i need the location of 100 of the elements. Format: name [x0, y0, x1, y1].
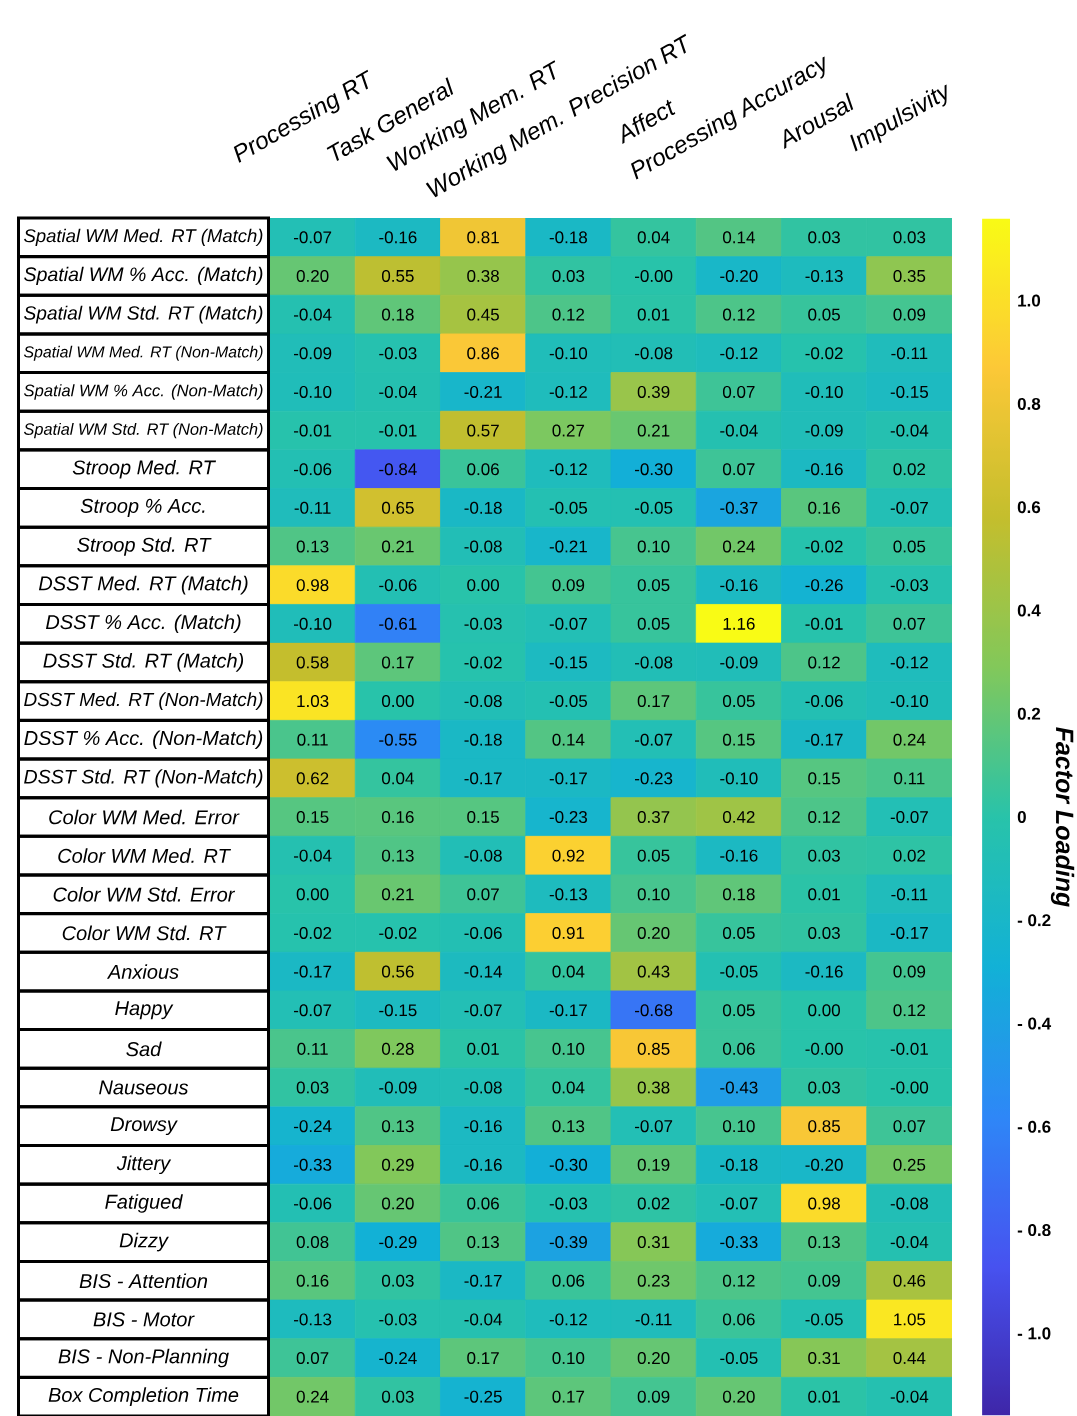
- y-tick-label: Spatial WM Std. RT (Non-Match): [23, 422, 263, 439]
- data-label: 0.57: [467, 424, 499, 437]
- data-label: 0.11: [894, 772, 925, 785]
- data-label: -0.11: [891, 347, 928, 360]
- data-label: 0.46: [893, 1274, 926, 1287]
- data-label: 0.20: [637, 926, 670, 939]
- data-label: -0.05: [720, 1352, 758, 1365]
- data-label: -0.16: [379, 231, 417, 244]
- data-label: -0.07: [634, 1120, 673, 1133]
- data-label: 0.38: [637, 1081, 670, 1094]
- data-label: -0.29: [379, 1236, 417, 1249]
- data-label: 0.03: [296, 1081, 329, 1094]
- data-label: -0.84: [379, 463, 417, 476]
- y-tick-label: Nauseous: [99, 1080, 189, 1095]
- data-label: -0.07: [890, 811, 928, 824]
- data-label: 0.28: [381, 1042, 414, 1055]
- data-label: -0.13: [805, 269, 843, 282]
- data-label: 0.42: [722, 811, 755, 824]
- data-label: 0.16: [808, 501, 840, 514]
- data-label: 0.91: [552, 926, 585, 939]
- data-label: -0.08: [634, 656, 673, 669]
- data-label: 0.20: [381, 1197, 414, 1210]
- data-label: -0.01: [294, 424, 332, 437]
- data-label: -0.10: [720, 772, 758, 785]
- data-label: 0.03: [381, 1274, 414, 1287]
- data-label: -0.04: [890, 1390, 929, 1403]
- color-bar-label: - 1.0: [1017, 1327, 1051, 1340]
- data-label: -0.17: [549, 772, 587, 785]
- data-label: -0.21: [464, 385, 502, 398]
- data-label: -0.08: [464, 540, 502, 553]
- y-tick-label: DSST % Acc. (Match): [45, 614, 241, 634]
- data-label: 0.14: [552, 733, 585, 746]
- data-label: -0.16: [805, 463, 843, 476]
- y-tick-label: Spatial WM % Acc. (Match): [24, 266, 263, 286]
- data-label: 0.45: [467, 308, 499, 321]
- data-label: -0.07: [294, 231, 332, 244]
- data-label: 0.86: [467, 347, 499, 360]
- data-label: 0.07: [467, 888, 499, 901]
- data-label: 0.15: [808, 772, 840, 785]
- data-label: -0.06: [294, 463, 332, 476]
- data-label: 0.98: [808, 1197, 840, 1210]
- data-label: 0.03: [808, 231, 840, 244]
- data-label: 0.38: [467, 269, 499, 282]
- data-label: -0.04: [379, 385, 417, 398]
- y-tick-label: DSST Std. RT (Non-Match): [24, 769, 263, 788]
- data-label: 0.81: [467, 231, 499, 244]
- data-label: -0.01: [805, 617, 843, 630]
- data-label: 0.55: [381, 269, 414, 282]
- data-label: 0.00: [808, 1004, 840, 1017]
- data-label: 0.02: [893, 849, 926, 862]
- data-label: -0.07: [634, 733, 673, 746]
- data-label: -0.00: [890, 1081, 929, 1094]
- data-label: 0.24: [893, 733, 926, 746]
- data-label: 0.18: [722, 888, 755, 901]
- data-label: -0.12: [549, 463, 587, 476]
- data-label: -0.17: [294, 965, 332, 978]
- data-label: 0.25: [893, 1158, 926, 1171]
- data-label: -0.06: [805, 695, 843, 708]
- color-bar-title: Factor Loading: [1050, 727, 1075, 907]
- data-label: -0.20: [720, 269, 758, 282]
- data-label: -0.55: [379, 733, 417, 746]
- data-label: -0.05: [805, 1313, 843, 1326]
- data-label: -0.30: [549, 1158, 588, 1171]
- color-bar-label: - 0.6: [1017, 1120, 1051, 1133]
- data-label: 0.62: [296, 772, 329, 785]
- data-label: -0.16: [720, 579, 758, 592]
- y-tick-label: Spatial WM Med. RT (Match): [24, 228, 263, 246]
- data-label: 0.05: [722, 926, 755, 939]
- data-label: -0.04: [890, 424, 929, 437]
- data-label: 0.04: [637, 231, 670, 244]
- data-label: -0.07: [294, 1004, 332, 1017]
- data-label: 0.27: [552, 424, 585, 437]
- data-label: -0.18: [549, 231, 587, 244]
- data-label: 0.13: [808, 1236, 840, 1249]
- data-label: 0.24: [296, 1390, 329, 1403]
- data-label: 1.05: [894, 1313, 926, 1326]
- y-tick-label: BIS - Non-Planning: [58, 1348, 229, 1368]
- data-label: 0.13: [467, 1236, 499, 1249]
- color-bar-label: 0.8: [1017, 397, 1041, 410]
- y-tick-label: Stroop % Acc.: [80, 498, 205, 517]
- data-label: 0.12: [722, 308, 755, 321]
- data-label: -0.21: [549, 540, 587, 553]
- data-label: -0.06: [294, 1197, 332, 1210]
- data-label: -0.16: [805, 965, 843, 978]
- data-label: 0.20: [637, 1352, 670, 1365]
- data-label: 0.85: [637, 1042, 670, 1055]
- data-label: 0.11: [297, 733, 328, 746]
- data-label: -0.10: [549, 347, 588, 360]
- y-tick-label: Jittery: [116, 1155, 172, 1175]
- color-bar-label: 0.2: [1017, 707, 1041, 720]
- data-label: -0.11: [635, 1313, 672, 1326]
- data-label: 0.09: [893, 965, 926, 978]
- data-label: 0.03: [808, 1081, 840, 1094]
- data-label: 0.03: [808, 849, 840, 862]
- y-tick-label: Fatigued: [105, 1194, 183, 1213]
- data-label: 0.12: [808, 811, 840, 824]
- data-label: -0.23: [549, 811, 587, 824]
- data-label: -0.17: [464, 1274, 502, 1287]
- data-label: 0.12: [808, 656, 840, 669]
- data-label: 0.04: [552, 1081, 585, 1094]
